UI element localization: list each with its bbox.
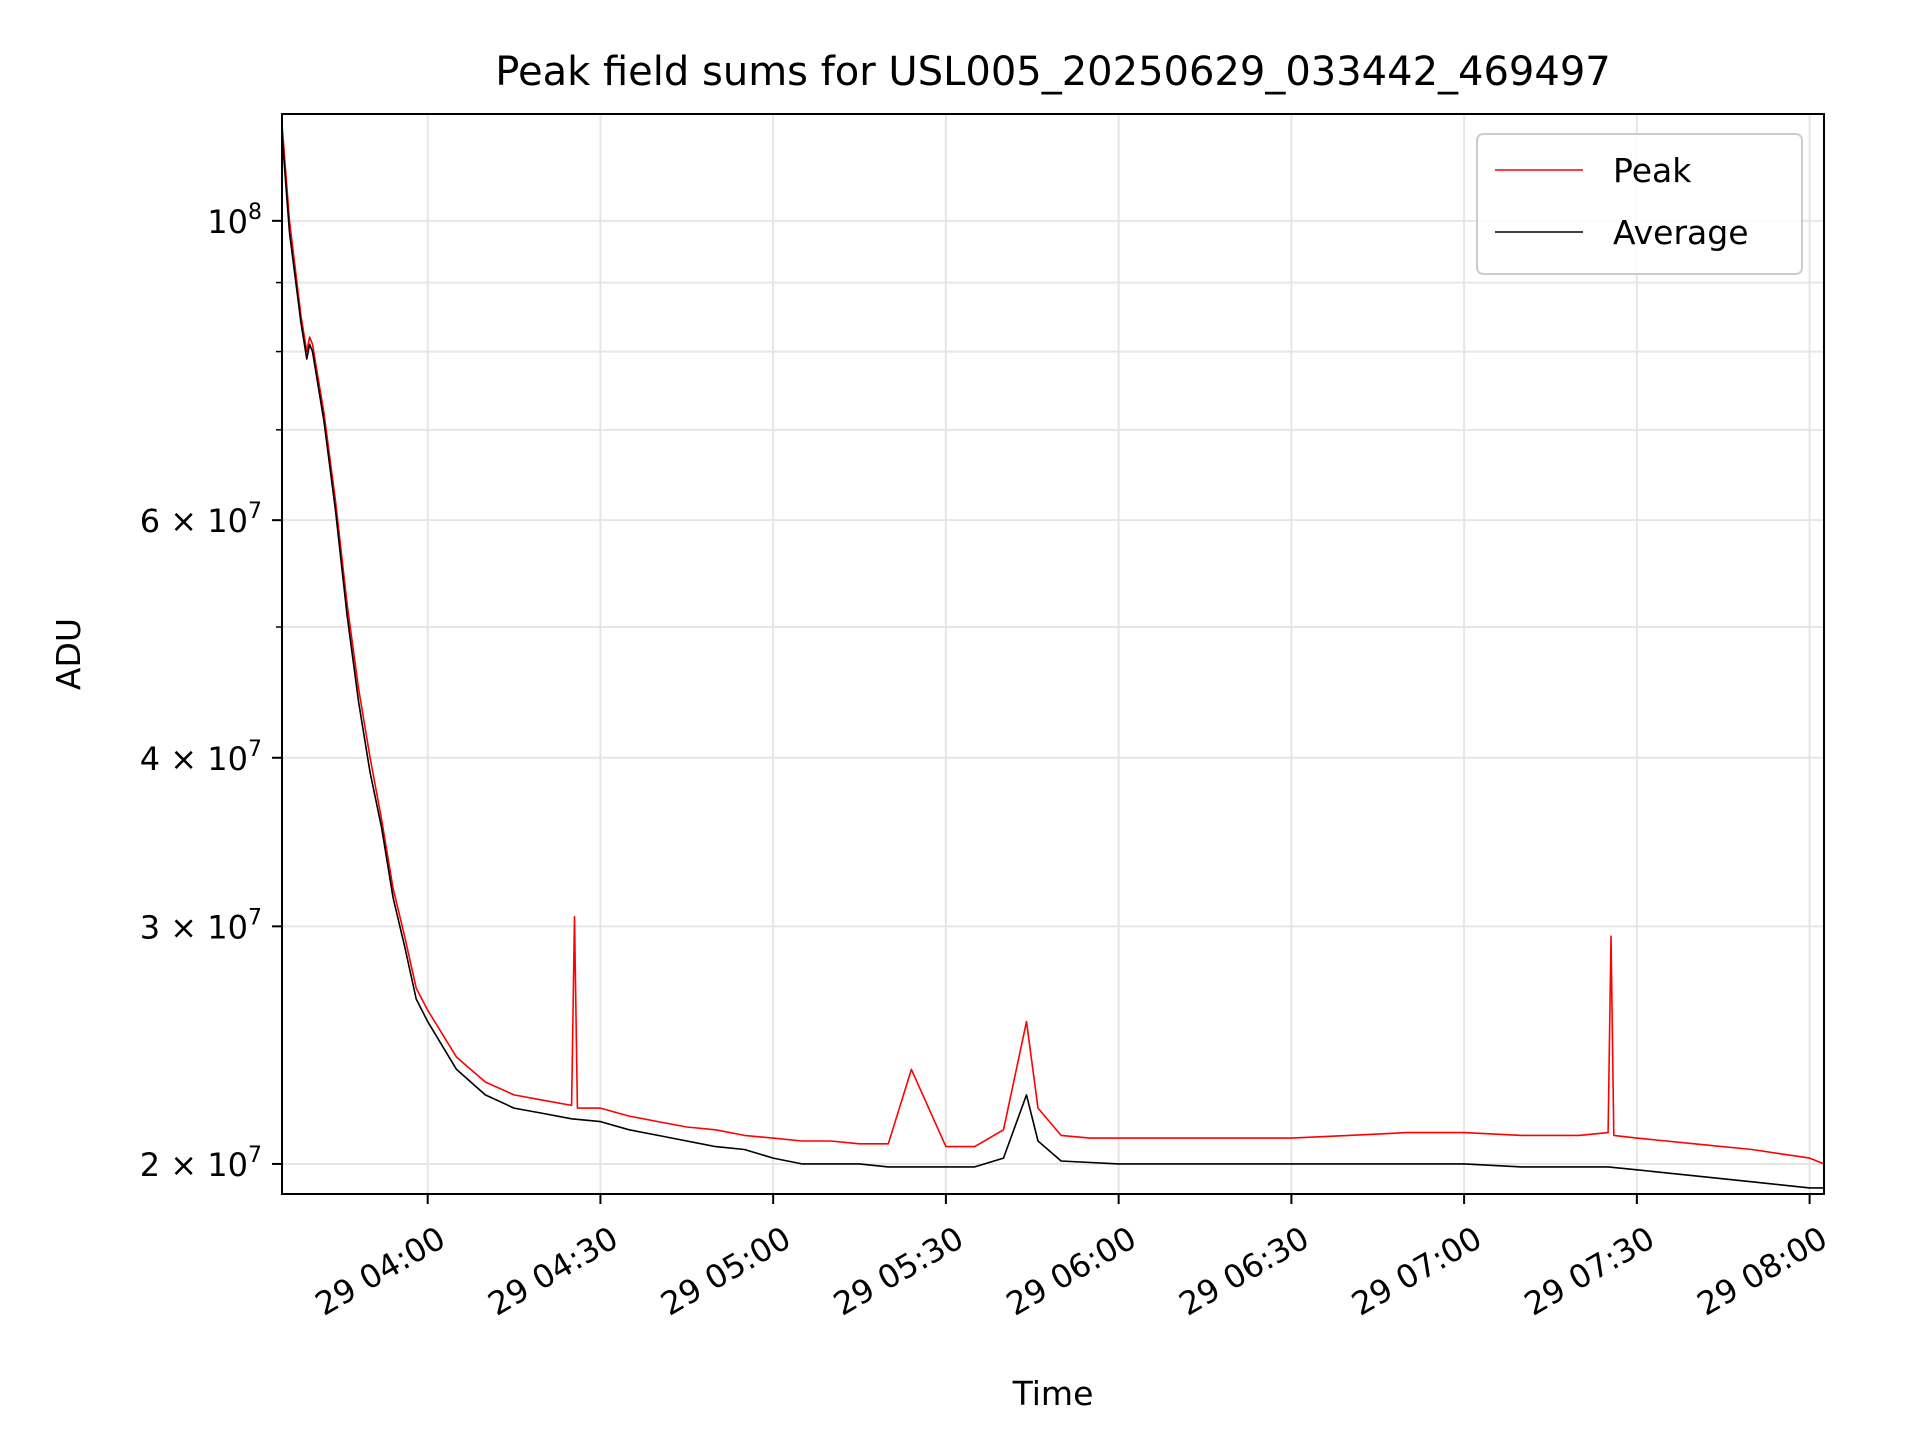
grid-lines: [282, 114, 1824, 1194]
plot-frame: [281, 113, 1825, 1195]
legend-label-average: Average: [1613, 213, 1749, 252]
y-axis-label: ADU: [49, 618, 88, 690]
legend: Peak Average: [1476, 133, 1803, 275]
x-axis-label: Time: [1012, 1374, 1094, 1413]
legend-box: [1476, 133, 1803, 275]
y-tick-label: 3 × 107: [140, 905, 262, 946]
series-lines: [282, 123, 1824, 1189]
y-tick-label: 4 × 107: [140, 737, 262, 778]
chart-title: Peak field sums for USL005_20250629_0334…: [495, 49, 1610, 95]
y-tick-label: 2 × 107: [140, 1143, 262, 1184]
series-line-average: [282, 133, 1824, 1189]
y-tick-label: 6 × 107: [140, 499, 262, 540]
series-line-peak: [282, 123, 1824, 1165]
legend-label-peak: Peak: [1613, 151, 1692, 190]
